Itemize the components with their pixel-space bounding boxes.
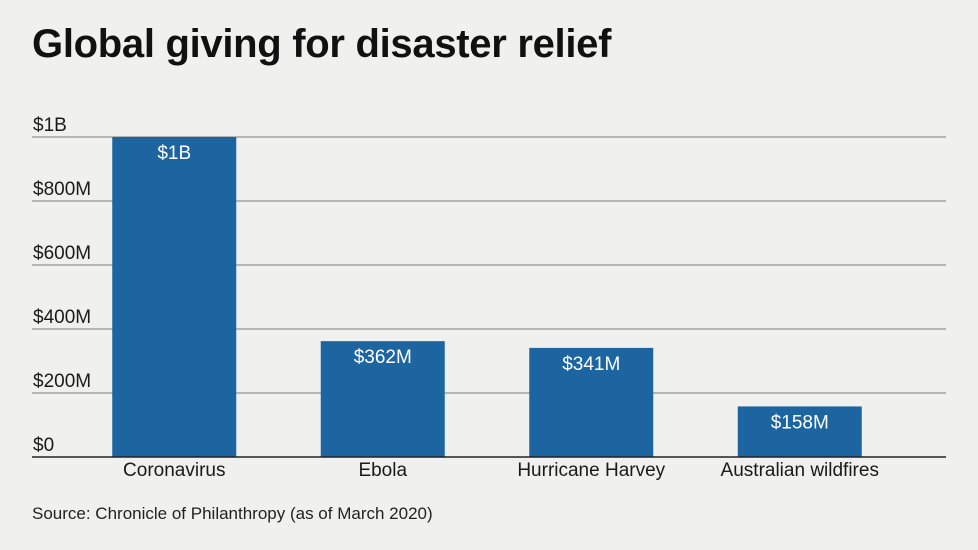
bars (112, 137, 862, 457)
x-axis-tick-labels: Coronavirus Ebola Hurricane Harvey Australi… (123, 460, 879, 481)
bar (737, 406, 862, 457)
x-tick-label: Hurricane Harvey (517, 460, 665, 481)
x-tick-label: Ebola (358, 460, 407, 481)
bar-value-label: $341M (562, 354, 620, 375)
y-tick-label: $200M (33, 371, 91, 392)
bar-value-label: $362M (354, 347, 412, 368)
bar-value-label: $1B (157, 143, 191, 164)
y-tick-label: $600M (33, 243, 91, 264)
bar (529, 347, 654, 457)
y-tick-label: $400M (33, 307, 91, 328)
bar (320, 341, 445, 457)
source-note: Source: Chronicle of Philanthropy (as of… (32, 504, 433, 523)
x-tick-label: Coronavirus (123, 460, 225, 481)
chart-title: Global giving for disaster relief (32, 22, 612, 66)
bar-value-label: $158M (771, 412, 829, 433)
y-tick-label: $0 (33, 435, 54, 456)
y-axis-tick-labels: $0 $200M $400M $600M $800M $1B (33, 115, 91, 456)
bar (112, 137, 237, 457)
bar-data-labels: $1B $362M $341M $158M (157, 143, 828, 433)
y-tick-label: $800M (33, 179, 91, 200)
y-tick-label: $1B (33, 115, 67, 136)
x-tick-label: Australian wildfires (721, 460, 879, 481)
